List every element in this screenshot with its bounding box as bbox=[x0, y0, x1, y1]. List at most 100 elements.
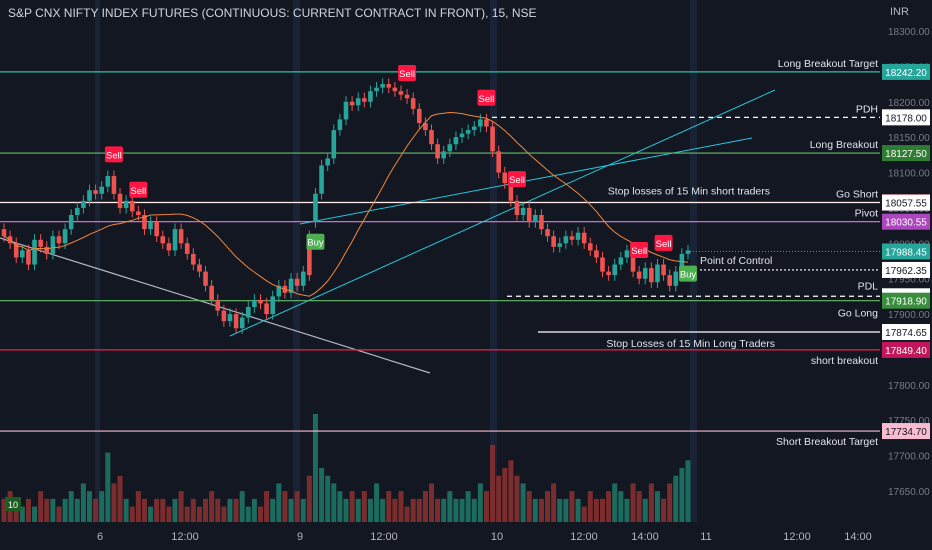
candle[interactable] bbox=[105, 176, 111, 187]
candle[interactable] bbox=[300, 271, 306, 286]
candle[interactable] bbox=[539, 215, 544, 230]
candle[interactable] bbox=[520, 207, 526, 215]
signal-buy-badge[interactable] bbox=[679, 265, 697, 282]
candle[interactable] bbox=[526, 207, 532, 223]
candle[interactable] bbox=[575, 232, 581, 240]
candle[interactable] bbox=[490, 126, 495, 152]
candle[interactable] bbox=[594, 250, 599, 258]
candle[interactable] bbox=[129, 200, 135, 212]
candle[interactable] bbox=[111, 176, 117, 194]
candle[interactable] bbox=[87, 190, 92, 201]
candle[interactable] bbox=[123, 200, 129, 208]
candle[interactable] bbox=[642, 268, 648, 279]
candle[interactable] bbox=[557, 243, 563, 247]
candle[interactable] bbox=[355, 98, 361, 106]
candle[interactable] bbox=[227, 314, 233, 322]
candle[interactable] bbox=[233, 314, 239, 329]
candle[interactable] bbox=[209, 285, 214, 300]
candle[interactable] bbox=[569, 236, 575, 240]
candle[interactable] bbox=[600, 257, 605, 272]
candle[interactable] bbox=[508, 183, 514, 201]
candle[interactable] bbox=[197, 264, 202, 272]
candle[interactable] bbox=[117, 193, 123, 208]
candle[interactable] bbox=[514, 200, 520, 215]
candle[interactable] bbox=[245, 307, 251, 318]
candle[interactable] bbox=[685, 250, 691, 254]
candle[interactable] bbox=[270, 296, 276, 315]
candle[interactable] bbox=[398, 91, 404, 95]
candle[interactable] bbox=[32, 239, 37, 265]
candle[interactable] bbox=[166, 243, 172, 251]
candle[interactable] bbox=[581, 232, 587, 244]
signal-sell-badge[interactable] bbox=[477, 89, 496, 106]
candle[interactable] bbox=[441, 151, 447, 159]
signal-sell-badge[interactable] bbox=[398, 65, 417, 82]
candle[interactable] bbox=[386, 84, 392, 88]
candle[interactable] bbox=[465, 130, 471, 134]
candle[interactable] bbox=[471, 126, 477, 131]
candle[interactable] bbox=[624, 250, 630, 258]
candle[interactable] bbox=[136, 211, 141, 215]
candle[interactable] bbox=[221, 310, 227, 322]
candle[interactable] bbox=[563, 236, 569, 244]
candle[interactable] bbox=[154, 222, 159, 237]
candle[interactable] bbox=[13, 243, 19, 258]
candle[interactable] bbox=[429, 130, 434, 145]
signal-sell-badge[interactable] bbox=[129, 181, 148, 198]
candle[interactable] bbox=[26, 250, 31, 265]
candle[interactable] bbox=[484, 119, 489, 127]
candle[interactable] bbox=[44, 246, 50, 254]
candle[interactable] bbox=[661, 264, 666, 276]
candle[interactable] bbox=[337, 119, 343, 131]
signal-buy-badge[interactable] bbox=[306, 233, 325, 250]
candle[interactable] bbox=[38, 239, 43, 247]
candle[interactable] bbox=[20, 250, 25, 258]
candle[interactable] bbox=[160, 236, 166, 244]
candle[interactable] bbox=[56, 236, 62, 244]
candle[interactable] bbox=[435, 144, 440, 159]
trend-line[interactable] bbox=[229, 89, 776, 337]
candle[interactable] bbox=[410, 98, 416, 109]
candle[interactable] bbox=[655, 264, 660, 283]
signal-sell-badge[interactable] bbox=[654, 234, 673, 251]
candle[interactable] bbox=[1, 229, 7, 237]
candle[interactable] bbox=[184, 243, 190, 254]
signal-sell-badge[interactable] bbox=[508, 171, 526, 188]
candle[interactable] bbox=[587, 243, 593, 251]
candle[interactable] bbox=[93, 190, 98, 194]
candle[interactable] bbox=[478, 119, 483, 127]
candle[interactable] bbox=[252, 299, 257, 307]
candle[interactable] bbox=[673, 271, 679, 286]
candle[interactable] bbox=[325, 158, 330, 166]
candle[interactable] bbox=[191, 253, 196, 265]
candle[interactable] bbox=[423, 123, 428, 131]
candle[interactable] bbox=[612, 264, 618, 276]
candle[interactable] bbox=[533, 215, 538, 223]
candle[interactable] bbox=[319, 165, 324, 194]
candle[interactable] bbox=[453, 137, 459, 145]
signal-sell-badge[interactable] bbox=[104, 146, 123, 163]
candle[interactable] bbox=[502, 172, 508, 184]
candle[interactable] bbox=[276, 285, 282, 297]
candle[interactable] bbox=[203, 271, 208, 286]
candle[interactable] bbox=[172, 229, 178, 251]
candle[interactable] bbox=[294, 278, 300, 286]
candle[interactable] bbox=[142, 215, 147, 230]
candle[interactable] bbox=[618, 257, 624, 265]
candle[interactable] bbox=[636, 271, 642, 279]
candle[interactable] bbox=[264, 303, 269, 315]
candle[interactable] bbox=[50, 236, 56, 254]
candle[interactable] bbox=[258, 299, 263, 304]
candle[interactable] bbox=[313, 193, 318, 223]
candle[interactable] bbox=[331, 130, 337, 159]
candle[interactable] bbox=[307, 236, 312, 276]
candle[interactable] bbox=[374, 87, 379, 92]
candle[interactable] bbox=[649, 268, 654, 283]
candle[interactable] bbox=[459, 133, 465, 138]
candle[interactable] bbox=[148, 222, 153, 230]
candle[interactable] bbox=[74, 207, 80, 215]
candle[interactable] bbox=[239, 317, 245, 329]
candle[interactable] bbox=[416, 108, 422, 123]
candle[interactable] bbox=[679, 253, 685, 272]
